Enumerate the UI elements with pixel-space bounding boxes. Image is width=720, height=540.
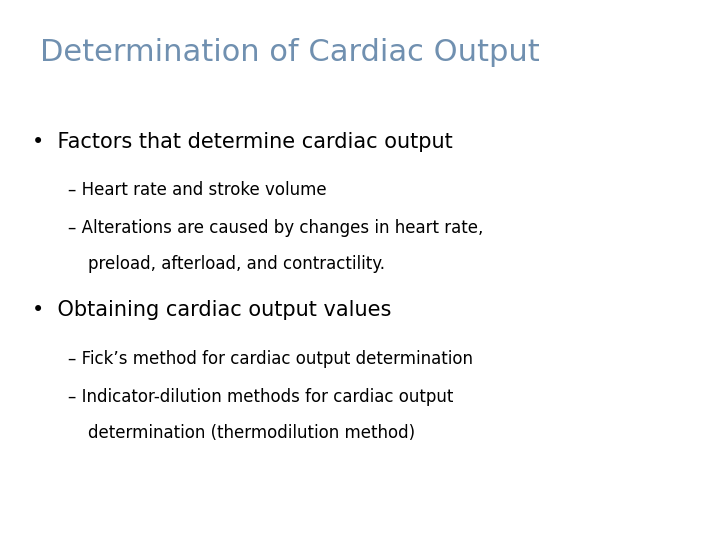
Text: preload, afterload, and contractility.: preload, afterload, and contractility. [88,255,385,273]
Text: Determination of Cardiac Output: Determination of Cardiac Output [40,38,539,67]
Text: – Fick’s method for cardiac output determination: – Fick’s method for cardiac output deter… [68,350,474,368]
Text: •  Factors that determine cardiac output: • Factors that determine cardiac output [32,132,453,152]
Text: •  Obtaining cardiac output values: • Obtaining cardiac output values [32,300,392,320]
Text: – Alterations are caused by changes in heart rate,: – Alterations are caused by changes in h… [68,219,484,237]
Text: – Indicator-dilution methods for cardiac output: – Indicator-dilution methods for cardiac… [68,388,454,406]
Text: – Heart rate and stroke volume: – Heart rate and stroke volume [68,181,327,199]
Text: determination (thermodilution method): determination (thermodilution method) [88,424,415,442]
